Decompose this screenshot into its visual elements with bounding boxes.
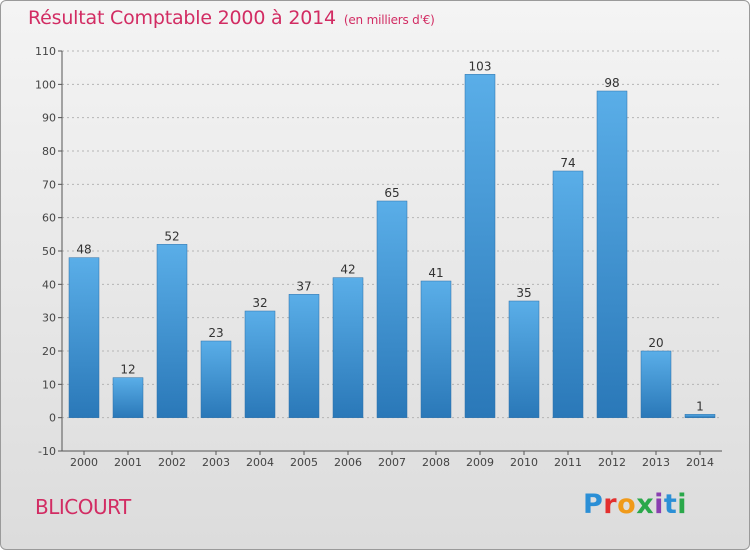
data-label: 32: [252, 296, 267, 310]
x-tick-label: 2001: [114, 456, 142, 469]
data-label: 74: [560, 156, 575, 170]
data-label: 98: [604, 76, 619, 90]
x-tick-label: 2003: [202, 456, 230, 469]
bar: [332, 277, 364, 418]
bar: [288, 294, 320, 418]
logo-letter: i: [677, 489, 688, 520]
x-tick-label: 2011: [554, 456, 582, 469]
data-labels: 48 12 52 23 32 37 42 65 41 103 35 74 98 20 1: [76, 59, 703, 413]
bar: [464, 74, 496, 418]
y-tick-label: 100: [35, 78, 56, 91]
x-tick-label: 2006: [334, 456, 362, 469]
x-tick-label: 2014: [686, 456, 714, 469]
logo-letter: i: [654, 489, 664, 520]
bar: [112, 377, 144, 418]
x-tick-label: 2010: [510, 456, 538, 469]
logo-letter: t: [663, 489, 678, 520]
y-tick-label: 20: [42, 345, 56, 358]
logo-letter: o: [617, 489, 637, 520]
y-tick-label: -10: [38, 445, 56, 458]
logo-letter: r: [603, 489, 618, 520]
data-label: 1: [696, 399, 704, 413]
commune-name: BLICOURT: [35, 495, 131, 519]
data-label: 41: [428, 266, 443, 280]
axes: -10 0 10 20 30 40 50 60 70 80 90 100 110 2000 2001 2002…: [35, 45, 722, 469]
data-label: 48: [76, 243, 91, 257]
bar: [640, 350, 672, 418]
chart-subtitle: (en milliers d'€): [343, 13, 435, 27]
bar: [244, 310, 276, 418]
bar: [684, 414, 716, 418]
bar: [376, 200, 408, 418]
data-label: 23: [208, 326, 223, 340]
x-tick-label: 2000: [70, 456, 98, 469]
data-label: 35: [516, 286, 531, 300]
x-tick-label: 2013: [642, 456, 670, 469]
x-tick-label: 2009: [466, 456, 494, 469]
y-tick-label: 90: [42, 112, 56, 125]
x-tick-label: 2008: [422, 456, 450, 469]
y-tick-label: 40: [42, 278, 56, 291]
x-tick-label: 2007: [378, 456, 406, 469]
y-tick-label: 10: [42, 378, 56, 391]
bar: [156, 244, 188, 418]
y-tick-label: 30: [42, 312, 56, 325]
bar: [420, 280, 452, 418]
data-label: 42: [340, 263, 355, 277]
y-tick-label: 50: [42, 245, 56, 258]
data-label: 12: [120, 363, 135, 377]
bar: [596, 90, 628, 418]
y-tick-label: 60: [42, 212, 56, 225]
x-tick-label: 2004: [246, 456, 274, 469]
chart-title: Résultat Comptable 2000 à 2014 (en millie…: [28, 7, 435, 29]
bar: [68, 257, 100, 418]
data-label: 20: [648, 336, 663, 350]
data-label: 103: [469, 59, 492, 73]
y-tick-label: 80: [42, 145, 56, 158]
bar: [200, 340, 232, 418]
y-tick-label: 70: [42, 178, 56, 191]
bar: [552, 170, 584, 418]
y-tick-label: 110: [35, 45, 56, 58]
chart-title-text: Résultat Comptable 2000 à 2014: [28, 7, 336, 29]
x-tick-label: 2005: [290, 456, 318, 469]
y-tick-label: 0: [49, 412, 56, 425]
bars: [68, 74, 716, 418]
x-tick-label: 2002: [158, 456, 186, 469]
x-tick-label: 2012: [598, 456, 626, 469]
bar: [508, 300, 540, 418]
data-label: 52: [164, 229, 179, 243]
data-label: 65: [384, 186, 399, 200]
data-label: 37: [296, 279, 311, 293]
proxiti-logo: Proxiti: [583, 489, 687, 520]
logo-letter: P: [583, 489, 604, 520]
logo-letter: x: [636, 489, 655, 520]
